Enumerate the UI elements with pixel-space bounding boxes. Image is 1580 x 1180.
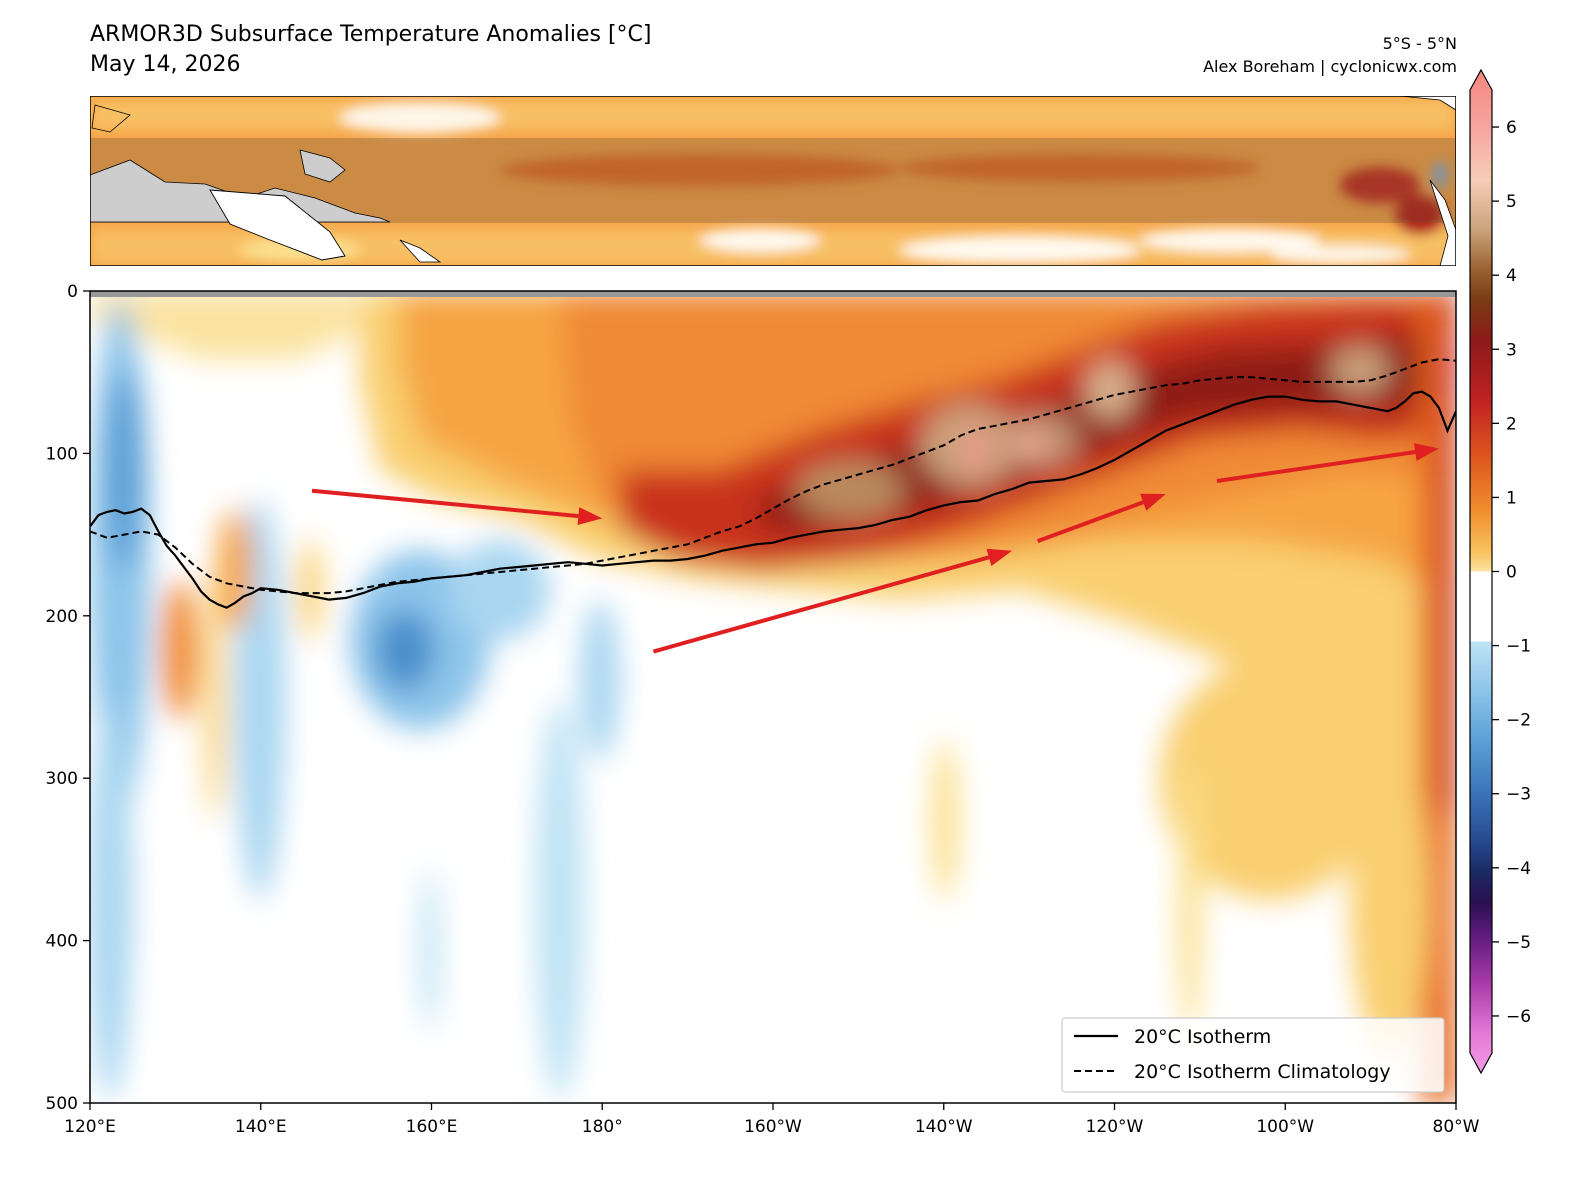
isotherm-20c-line [90, 390, 1456, 609]
colorbar-body [1469, 68, 1493, 1075]
y-tick-label: 100 [46, 444, 78, 464]
legend-entry-isotherm: 20°C Isotherm [1134, 1026, 1271, 1048]
colorbar: 6 5 4 3 2 1 0 −1 −2 −3 −4 −5 −6 [1469, 68, 1531, 1075]
colorbar-tick-label: −5 [1506, 933, 1531, 953]
colorbar-tick-label: 2 [1506, 414, 1517, 434]
colorbar-tick-label: −2 [1506, 711, 1531, 731]
arrow-1-head [577, 507, 603, 525]
legend: 20°C Isotherm 20°C Isotherm Climatology [1061, 1017, 1445, 1093]
colorbar-tick-label: −3 [1506, 785, 1531, 805]
y-tick-label: 200 [46, 607, 78, 627]
arrow-4-shaft [1216, 450, 1416, 483]
isotherm-20c-climatology-line [90, 358, 1456, 595]
x-tick-label: 160°W [744, 1117, 802, 1137]
arrow-2-shaft [652, 555, 990, 654]
x-tick-label: 100°W [1256, 1117, 1314, 1137]
x-tick-label: 120°W [1086, 1117, 1144, 1137]
region-label: 5°S - 5°N [1382, 34, 1457, 53]
x-tick-label: 160°E [406, 1117, 458, 1137]
y-tick-label: 300 [46, 769, 78, 789]
x-tick-label: 120°E [64, 1117, 116, 1137]
colorbar-ticks: 6 5 4 3 2 1 0 −1 −2 −3 −4 −5 −6 [1492, 118, 1531, 1027]
colorbar-tick-label: 6 [1506, 118, 1517, 138]
colorbar-tick-label: 4 [1506, 266, 1517, 286]
chart-title: ARMOR3D Subsurface Temperature Anomalies… [90, 22, 652, 47]
colorbar-tick-label: −6 [1506, 1007, 1531, 1027]
anomaly-field [90, 291, 1456, 1103]
arrow-3-shaft [1036, 500, 1144, 543]
legend-box [1061, 1017, 1445, 1093]
arrow-annotations [311, 443, 1439, 654]
y-tick-label: 400 [46, 932, 78, 952]
x-tick-label: 80°W [1433, 1117, 1480, 1137]
colorbar-tick-label: 0 [1506, 563, 1517, 583]
arrow-2-head [986, 548, 1013, 566]
x-tick-label: 140°W [915, 1117, 973, 1137]
y-tick-label: 0 [67, 282, 78, 302]
surface-band [90, 291, 1456, 297]
x-tick-label: 140°E [235, 1117, 287, 1137]
x-tick-label: 180° [582, 1117, 623, 1137]
colorbar-tick-label: −4 [1506, 859, 1531, 879]
chart-date: May 14, 2026 [90, 52, 241, 77]
arrow-1-shaft [311, 488, 579, 519]
arrow-4-head [1413, 443, 1439, 461]
credit-label: Alex Boreham | cyclonicwx.com [1203, 57, 1457, 76]
sst-map-panel [90, 96, 1456, 266]
x-axis: 120°E 140°E 160°E 180° 160°W 140°W 120°W 100°W 8… [64, 1103, 1480, 1137]
colorbar-tick-label: 3 [1506, 340, 1517, 360]
arrow-3-head [1140, 493, 1166, 511]
colorbar-tick-label: 1 [1506, 488, 1517, 508]
colorbar-tick-label: 5 [1506, 192, 1517, 212]
legend-entry-climatology: 20°C Isotherm Climatology [1134, 1061, 1391, 1083]
y-tick-label: 500 [46, 1094, 78, 1114]
y-axis: 0 100 200 300 400 500 [46, 282, 90, 1114]
depth-section-panel: 120°E 140°E 160°E 180° 160°W 140°W 120°W 100°W 8… [46, 282, 1480, 1137]
colorbar-tick-label: −1 [1506, 637, 1531, 657]
